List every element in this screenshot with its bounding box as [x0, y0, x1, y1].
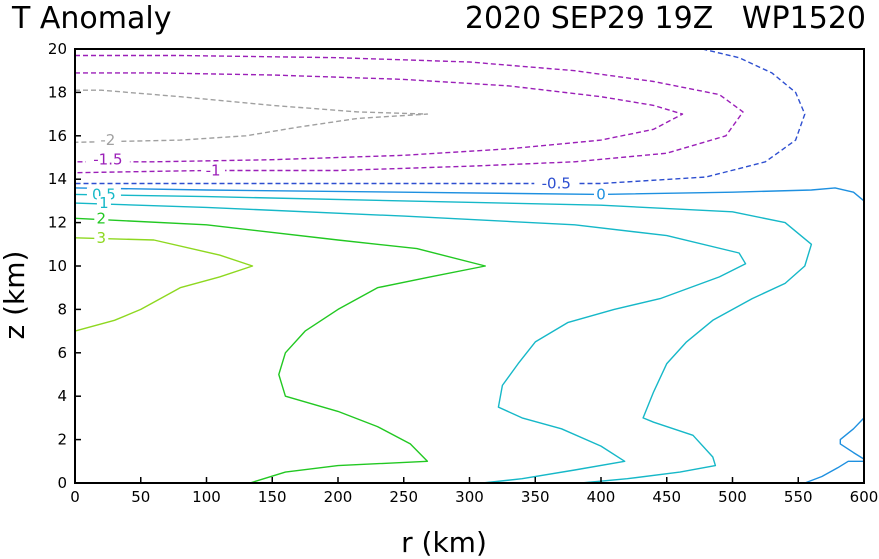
contour-label--0.5: -0.5 [542, 175, 571, 193]
y-tick-label: 8 [57, 300, 67, 318]
x-tick-label: 550 [784, 488, 813, 506]
x-tick-label: 450 [652, 488, 681, 506]
contour-line--1.5-0 [75, 72, 684, 163]
contour-line-0.5-0 [74, 193, 813, 484]
contour-line--0.5-0 [75, 48, 806, 185]
x-tick-label: 150 [258, 488, 287, 506]
contour-label-background [96, 196, 111, 211]
x-tick-label: 600 [850, 488, 879, 506]
x-tick-label: 100 [192, 488, 221, 506]
y-tick-label: 2 [57, 431, 67, 449]
x-tick-label: 200 [324, 488, 353, 506]
contour-label-background [95, 133, 120, 148]
contour-label-background [201, 163, 226, 178]
chart-title-left: T Anomaly [11, 1, 171, 36]
contour-label-3: 3 [97, 229, 107, 247]
contour-label-background [594, 187, 608, 202]
x-tick-label: 50 [131, 488, 150, 506]
contour-line-0-2 [804, 460, 864, 484]
contour-line--2-0 [74, 89, 429, 143]
contour-label-background [94, 230, 109, 245]
contour-line-3-0 [74, 237, 254, 332]
y-tick-label: 0 [57, 474, 67, 492]
x-tick-label: 400 [587, 488, 616, 506]
plot-frame [74, 48, 865, 484]
x-axis-label: r (km) [401, 526, 487, 559]
contour-label-background [85, 152, 130, 167]
x-axis-ticks: 0 50 100 150 200 250 300 350 400 450 500 550 600 [70, 477, 878, 506]
y-tick-label: 4 [57, 387, 67, 405]
x-tick-label: 500 [718, 488, 747, 506]
x-tick-label: 250 [389, 488, 418, 506]
contour-lines [74, 48, 865, 484]
chart-title-right: 2020 SEP29 19Z WP1520 [465, 1, 866, 36]
contour-label--1: -1 [206, 162, 221, 180]
y-tick-label: 6 [57, 344, 67, 362]
y-tick-label: 18 [48, 83, 67, 101]
contour-label-background [534, 176, 579, 191]
contour-label--2: -2 [100, 131, 115, 149]
contour-line-0-1 [839, 417, 865, 460]
contour-line-0-0 [74, 187, 865, 202]
y-tick-label: 10 [48, 257, 67, 275]
y-tick-label: 12 [48, 214, 67, 232]
contour-label--1.5: -1.5 [93, 151, 122, 169]
contour-label-0: 0 [596, 185, 606, 203]
x-tick-label: 0 [70, 488, 80, 506]
contour-label-1: 1 [99, 194, 109, 212]
y-tick-label: 16 [48, 127, 67, 145]
x-tick-label: 350 [521, 488, 550, 506]
y-tick-label: 20 [48, 40, 67, 58]
y-tick-label: 14 [48, 170, 67, 188]
y-axis-ticks: 0 2 4 6 8 10 12 14 16 18 20 [48, 40, 81, 492]
contour-label-2: 2 [97, 209, 107, 227]
y-axis-label: z (km) [0, 251, 31, 340]
contour-line-1-0 [74, 202, 747, 484]
contour-label-background [86, 187, 121, 202]
contour-line-2-0 [74, 217, 486, 484]
contour-label-background [94, 211, 109, 226]
contour-line--1-0 [74, 54, 744, 174]
x-tick-label: 300 [455, 488, 484, 506]
